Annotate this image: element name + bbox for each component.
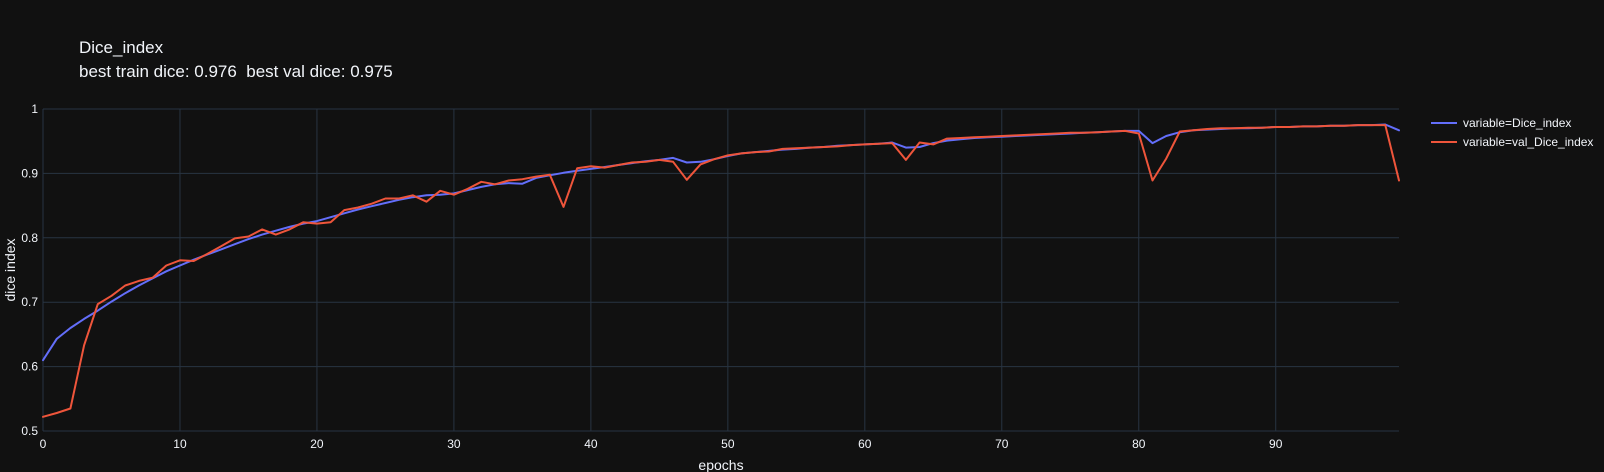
- x-axis-title: epochs: [698, 457, 743, 472]
- y-tick-label: 0.9: [21, 166, 38, 180]
- y-tick-label: 0.5: [21, 424, 38, 438]
- chart-title-block: Dice_index best train dice: 0.976 best v…: [79, 36, 393, 84]
- legend-label: variable=Dice_index: [1463, 116, 1571, 130]
- legend-label: variable=val_Dice_index: [1463, 135, 1593, 149]
- chart-subtitle: best train dice: 0.976 best val dice: 0.…: [79, 62, 393, 81]
- x-tick-label: 30: [447, 437, 461, 451]
- x-tick-label: 70: [995, 437, 1009, 451]
- x-tick-label: 40: [584, 437, 598, 451]
- x-tick-label: 10: [173, 437, 187, 451]
- x-tick-label: 80: [1132, 437, 1146, 451]
- x-tick-label: 20: [310, 437, 324, 451]
- legend-item[interactable]: variable=Dice_index: [1431, 116, 1571, 130]
- series-line-val-dice-index: [42, 124, 1400, 418]
- y-tick-label: 1: [31, 102, 38, 116]
- legend[interactable]: variable=Dice_index variable=val_Dice_ind…: [1431, 116, 1593, 149]
- x-axis-ticks: 0 10 20 30 40 50 60 70 80 90: [40, 437, 1283, 451]
- chart-title: Dice_index: [79, 38, 164, 57]
- y-tick-label: 0.7: [21, 295, 38, 309]
- y-axis-ticks: 0.5 0.6 0.7 0.8 0.9 1: [21, 102, 38, 438]
- x-tick-label: 90: [1269, 437, 1283, 451]
- x-tick-label: 50: [721, 437, 735, 451]
- x-tick-label: 0: [40, 437, 47, 451]
- y-tick-label: 0.8: [21, 231, 38, 245]
- grid-lines: [42, 108, 1399, 432]
- series-line-dice-index: [42, 123, 1400, 362]
- legend-item[interactable]: variable=val_Dice_index: [1431, 135, 1593, 149]
- y-tick-label: 0.6: [21, 360, 38, 374]
- y-axis-title: dice index: [2, 238, 18, 301]
- series-layer: [42, 123, 1400, 418]
- x-tick-label: 60: [858, 437, 872, 451]
